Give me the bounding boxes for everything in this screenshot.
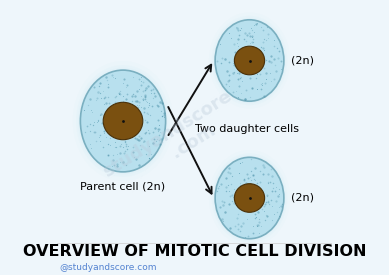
Ellipse shape xyxy=(214,155,286,241)
Ellipse shape xyxy=(235,46,265,75)
Ellipse shape xyxy=(76,65,170,177)
Ellipse shape xyxy=(235,184,265,212)
Text: (2n): (2n) xyxy=(291,193,314,203)
Ellipse shape xyxy=(215,20,284,101)
Text: (2n): (2n) xyxy=(291,56,314,65)
Ellipse shape xyxy=(103,102,143,140)
Ellipse shape xyxy=(209,150,290,246)
Ellipse shape xyxy=(81,70,166,172)
Ellipse shape xyxy=(78,68,168,174)
Ellipse shape xyxy=(212,16,287,105)
Text: Two daughter cells: Two daughter cells xyxy=(195,124,299,134)
Ellipse shape xyxy=(214,18,286,103)
Ellipse shape xyxy=(215,157,284,239)
Ellipse shape xyxy=(73,61,173,181)
Text: studyandscore
      .com: studyandscore .com xyxy=(99,87,246,199)
Text: OVERVIEW OF MITOTIC CELL DIVISION: OVERVIEW OF MITOTIC CELL DIVISION xyxy=(23,244,366,259)
Ellipse shape xyxy=(212,153,287,243)
Text: Parent cell (2n): Parent cell (2n) xyxy=(81,182,166,191)
Text: @studyandscore.com: @studyandscore.com xyxy=(60,263,157,272)
Ellipse shape xyxy=(209,12,290,109)
